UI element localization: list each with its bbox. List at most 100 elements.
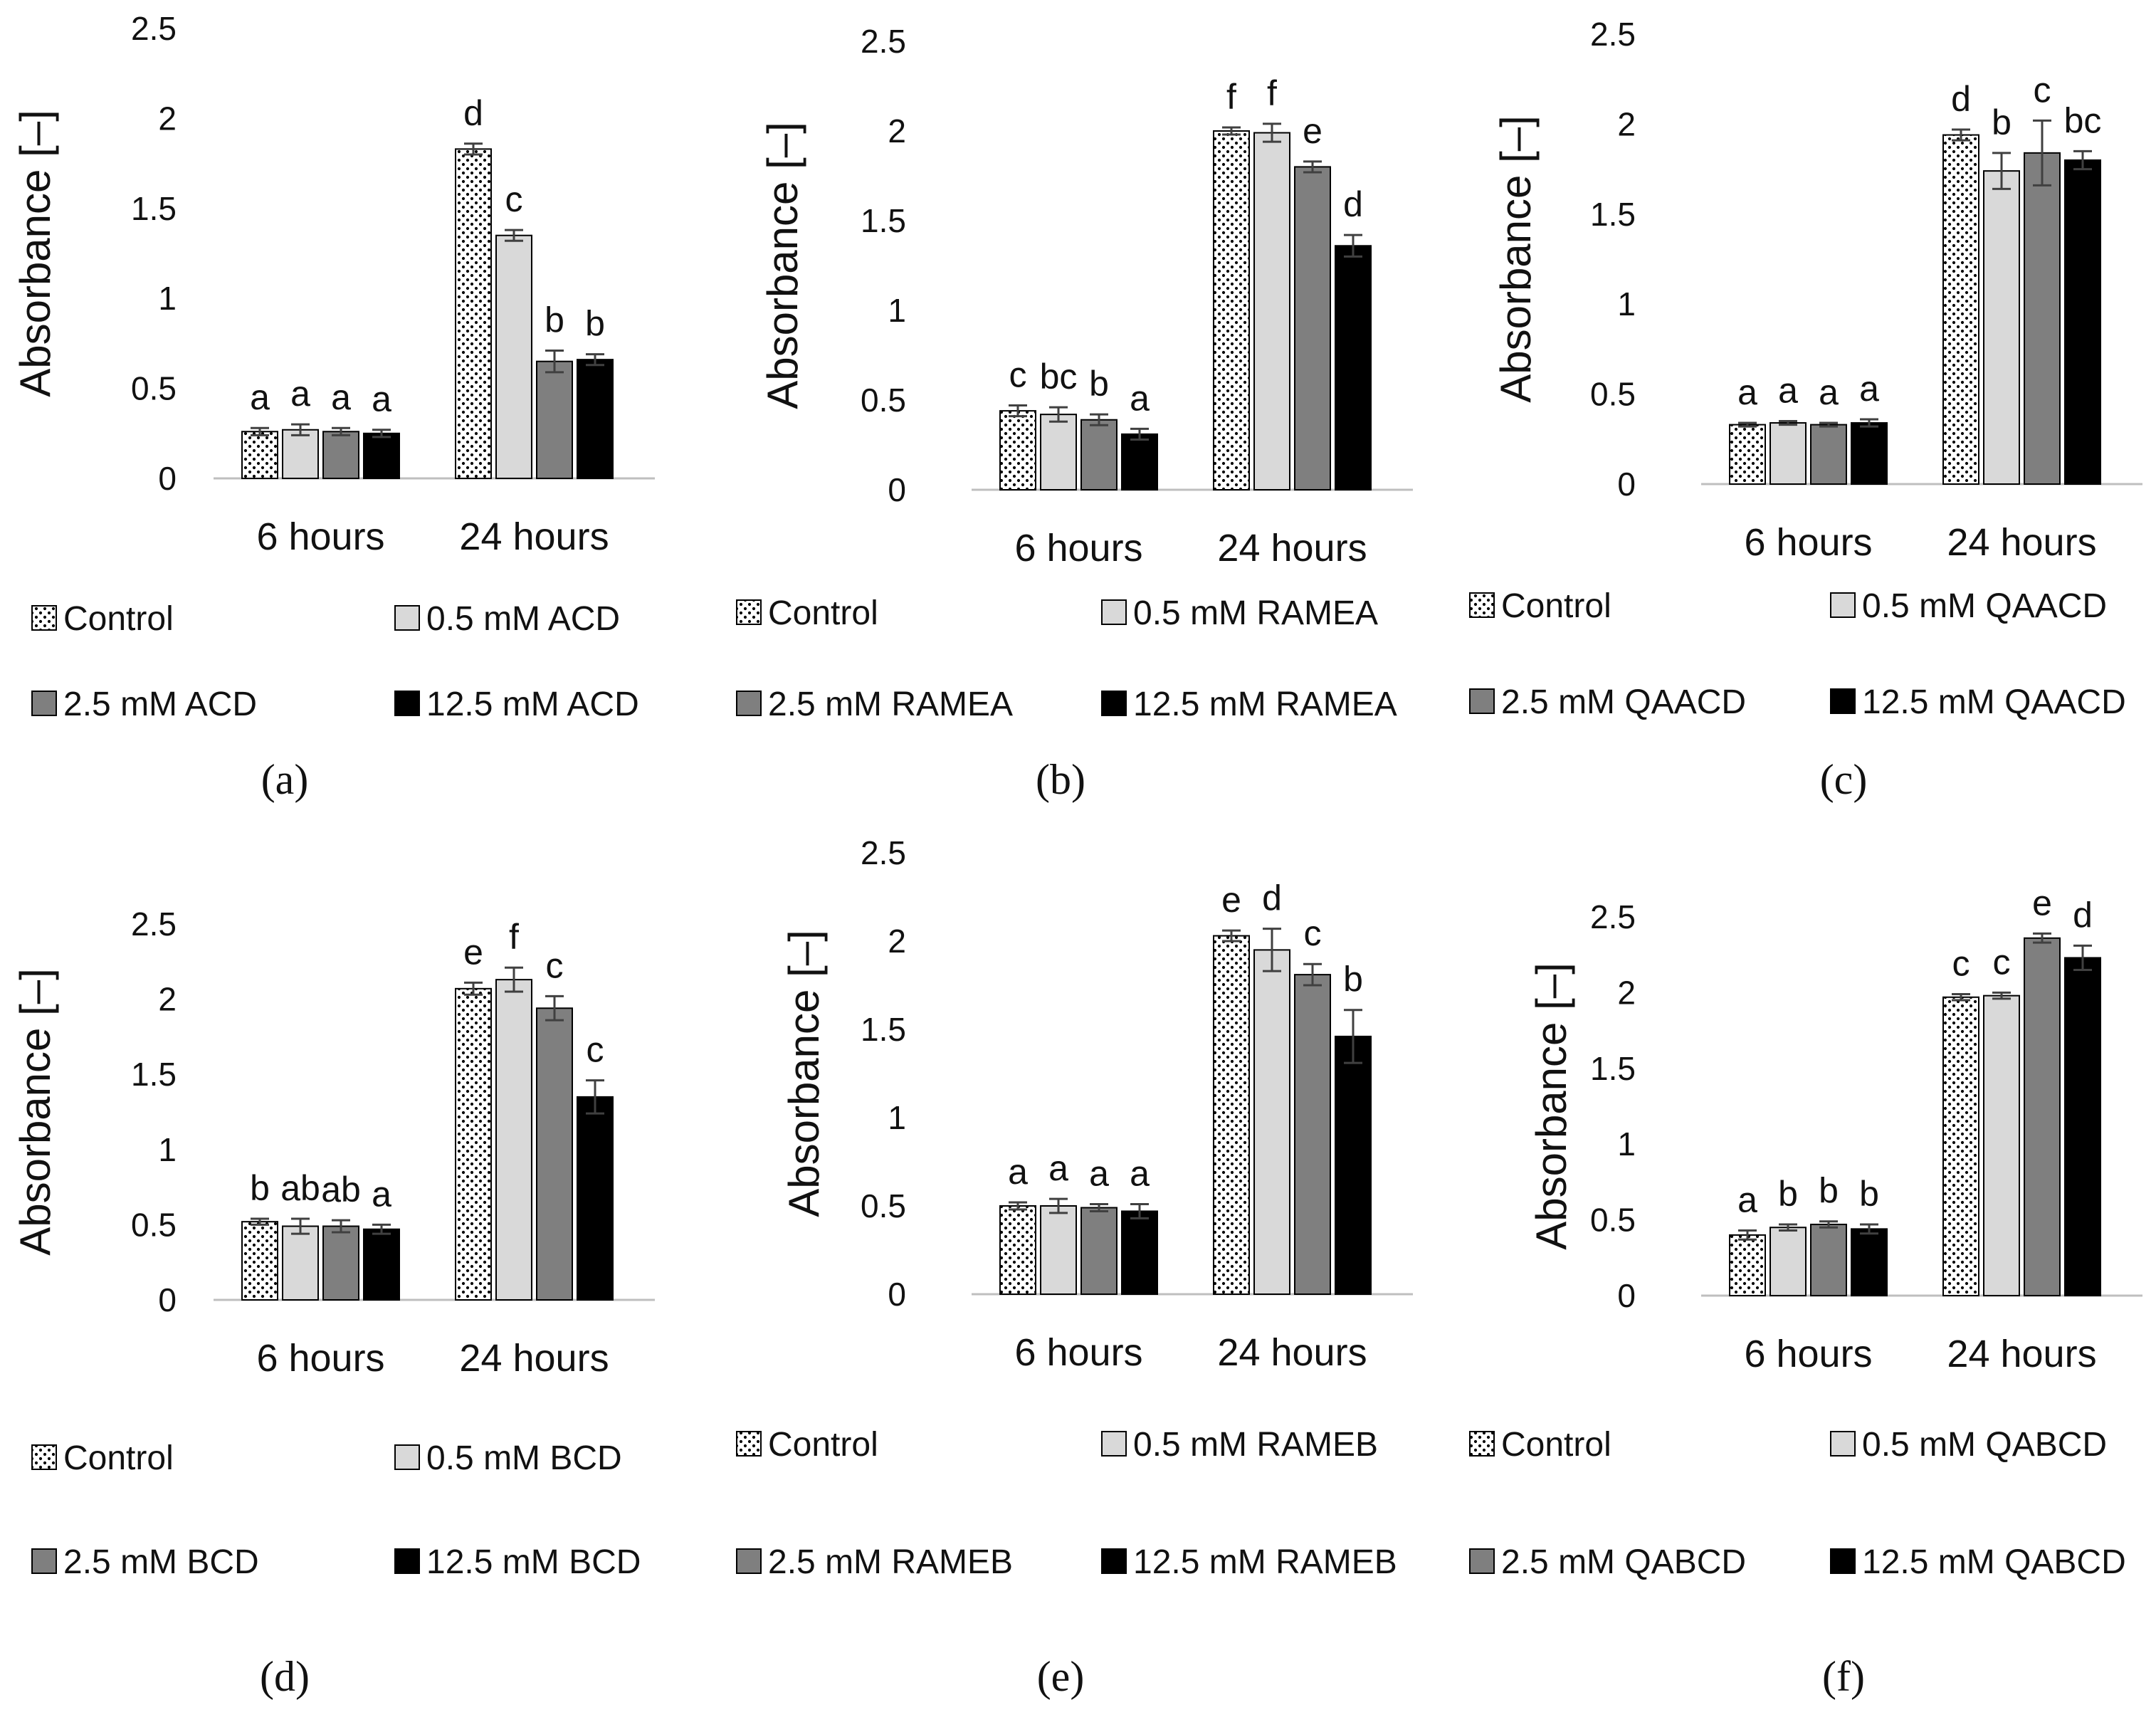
significance-letter: a <box>250 377 270 417</box>
panel-label: (a) <box>261 756 309 803</box>
legend-swatch <box>1469 592 1495 618</box>
legend-label: Control <box>63 600 174 638</box>
category-label: 6 hours <box>1014 527 1142 570</box>
significance-letter: a <box>1737 372 1757 412</box>
bar <box>1294 166 1331 490</box>
bar <box>999 410 1036 490</box>
bar <box>363 432 400 479</box>
y-tick-label: 0.5 <box>131 1206 177 1243</box>
bar <box>1335 245 1372 490</box>
category-label: 6 hours <box>1744 1333 1872 1375</box>
significance-letter: a <box>1737 1180 1757 1219</box>
legend-label: 12.5 mM BCD <box>426 1543 641 1581</box>
bar <box>322 431 359 479</box>
legend-label: 2.5 mM QABCD <box>1501 1543 1746 1581</box>
legend-swatch <box>394 691 420 716</box>
legend-label: 0.5 mM QABCD <box>1862 1426 2107 1464</box>
significance-letter: c <box>505 179 523 219</box>
y-tick-label: 0.5 <box>1590 376 1636 413</box>
panel-label: (f) <box>1822 1653 1865 1700</box>
bar <box>1213 935 1250 1296</box>
bar <box>1253 949 1290 1296</box>
legend-label: Control <box>63 1439 174 1477</box>
legend-swatch <box>394 1444 420 1470</box>
significance-letter: a <box>1778 371 1798 411</box>
bar <box>1851 1228 1888 1297</box>
bar <box>1810 1223 1847 1297</box>
legend-swatch <box>31 691 57 716</box>
significance-letter: f <box>1267 73 1277 113</box>
bar <box>1080 419 1118 490</box>
y-tick-label: 0 <box>158 1281 177 1318</box>
significance-letter: b <box>585 304 605 344</box>
legend-swatch <box>1101 691 1127 716</box>
significance-letter: a <box>1089 1154 1109 1194</box>
bar <box>241 431 278 479</box>
y-tick-label: 1 <box>1617 285 1636 322</box>
legend-swatch <box>1101 599 1127 625</box>
chart-panel-f: 0 0.5 1 1.5 2 2.5 Absorbance [–] 6 hours 24 hour… <box>1469 883 2142 1700</box>
significance-letter: e <box>463 932 483 972</box>
y-tick-label: 2.5 <box>131 10 177 47</box>
y-tick-label: 0 <box>888 471 906 508</box>
bar <box>1213 130 1250 490</box>
significance-letter: a <box>1859 369 1879 409</box>
y-tick-label: 0.5 <box>131 370 177 407</box>
legend-swatch <box>736 1548 762 1574</box>
chart-panel-e: 0 0.5 1 1.5 2 2.5 Absorbance [–] 6 hours 24 hour… <box>736 834 1413 1700</box>
bar <box>1729 424 1766 485</box>
significance-letter: c <box>2034 70 2051 110</box>
legend-swatch <box>31 605 57 631</box>
bar <box>536 360 573 479</box>
y-tick-label: 1.5 <box>1590 1050 1636 1087</box>
y-tick-label: 2.5 <box>131 906 177 943</box>
y-tick-label: 2.5 <box>861 23 906 60</box>
bar <box>322 1225 359 1301</box>
bar <box>1080 1207 1118 1295</box>
bar <box>282 429 319 480</box>
significance-letter: a <box>372 379 391 419</box>
legend-swatch <box>1101 1548 1127 1574</box>
significance-letter: a <box>1130 1154 1150 1194</box>
legend-swatch <box>1469 1548 1495 1574</box>
y-tick-label: 0 <box>1617 1277 1636 1314</box>
significance-letter: f <box>509 917 519 957</box>
legend-label: 12.5 mM QAACD <box>1862 683 2126 721</box>
bar <box>577 1096 614 1301</box>
y-axis-label: Absorbance [–] <box>1492 115 1540 403</box>
y-tick-label: 0 <box>158 460 177 497</box>
legend-label: 2.5 mM RAMEB <box>768 1543 1013 1581</box>
significance-letter: c <box>1009 355 1027 395</box>
bar <box>1121 433 1158 491</box>
category-label: 24 hours <box>459 1337 609 1380</box>
y-axis-label: Absorbance [–] <box>780 930 828 1217</box>
y-tick-label: 2 <box>158 100 177 137</box>
y-tick-label: 0.5 <box>1590 1202 1636 1239</box>
legend-label: 2.5 mM BCD <box>63 1543 259 1581</box>
bar <box>241 1221 278 1301</box>
significance-letter: bc <box>1040 357 1078 397</box>
y-tick-label: 1.5 <box>131 1056 177 1093</box>
y-tick-label: 2.5 <box>1590 16 1636 53</box>
bar <box>1983 170 2020 486</box>
legend-swatch <box>394 1548 420 1574</box>
significance-letter: b <box>1089 364 1109 404</box>
y-tick-label: 1 <box>1617 1125 1636 1162</box>
category-label: 6 hours <box>256 515 384 558</box>
legend-swatch <box>31 1444 57 1470</box>
legend-label: 0.5 mM ACD <box>426 600 620 638</box>
significance-letter: b <box>1343 960 1363 999</box>
significance-letter: b <box>545 300 564 340</box>
bar <box>1729 1234 1766 1297</box>
bar <box>1770 1227 1807 1296</box>
category-label: 6 hours <box>1744 521 1872 564</box>
legend-swatch <box>1830 688 1856 714</box>
legend-swatch <box>1101 1431 1127 1457</box>
legend-label: 0.5 mM RAMEB <box>1133 1426 1378 1464</box>
category-label: 6 hours <box>1014 1331 1142 1374</box>
y-tick-label: 0.5 <box>861 382 906 419</box>
significance-letter: b <box>1778 1174 1798 1214</box>
significance-letter: f <box>1226 77 1236 117</box>
significance-letter: c <box>1952 944 1970 984</box>
legend-swatch <box>1469 1431 1495 1457</box>
